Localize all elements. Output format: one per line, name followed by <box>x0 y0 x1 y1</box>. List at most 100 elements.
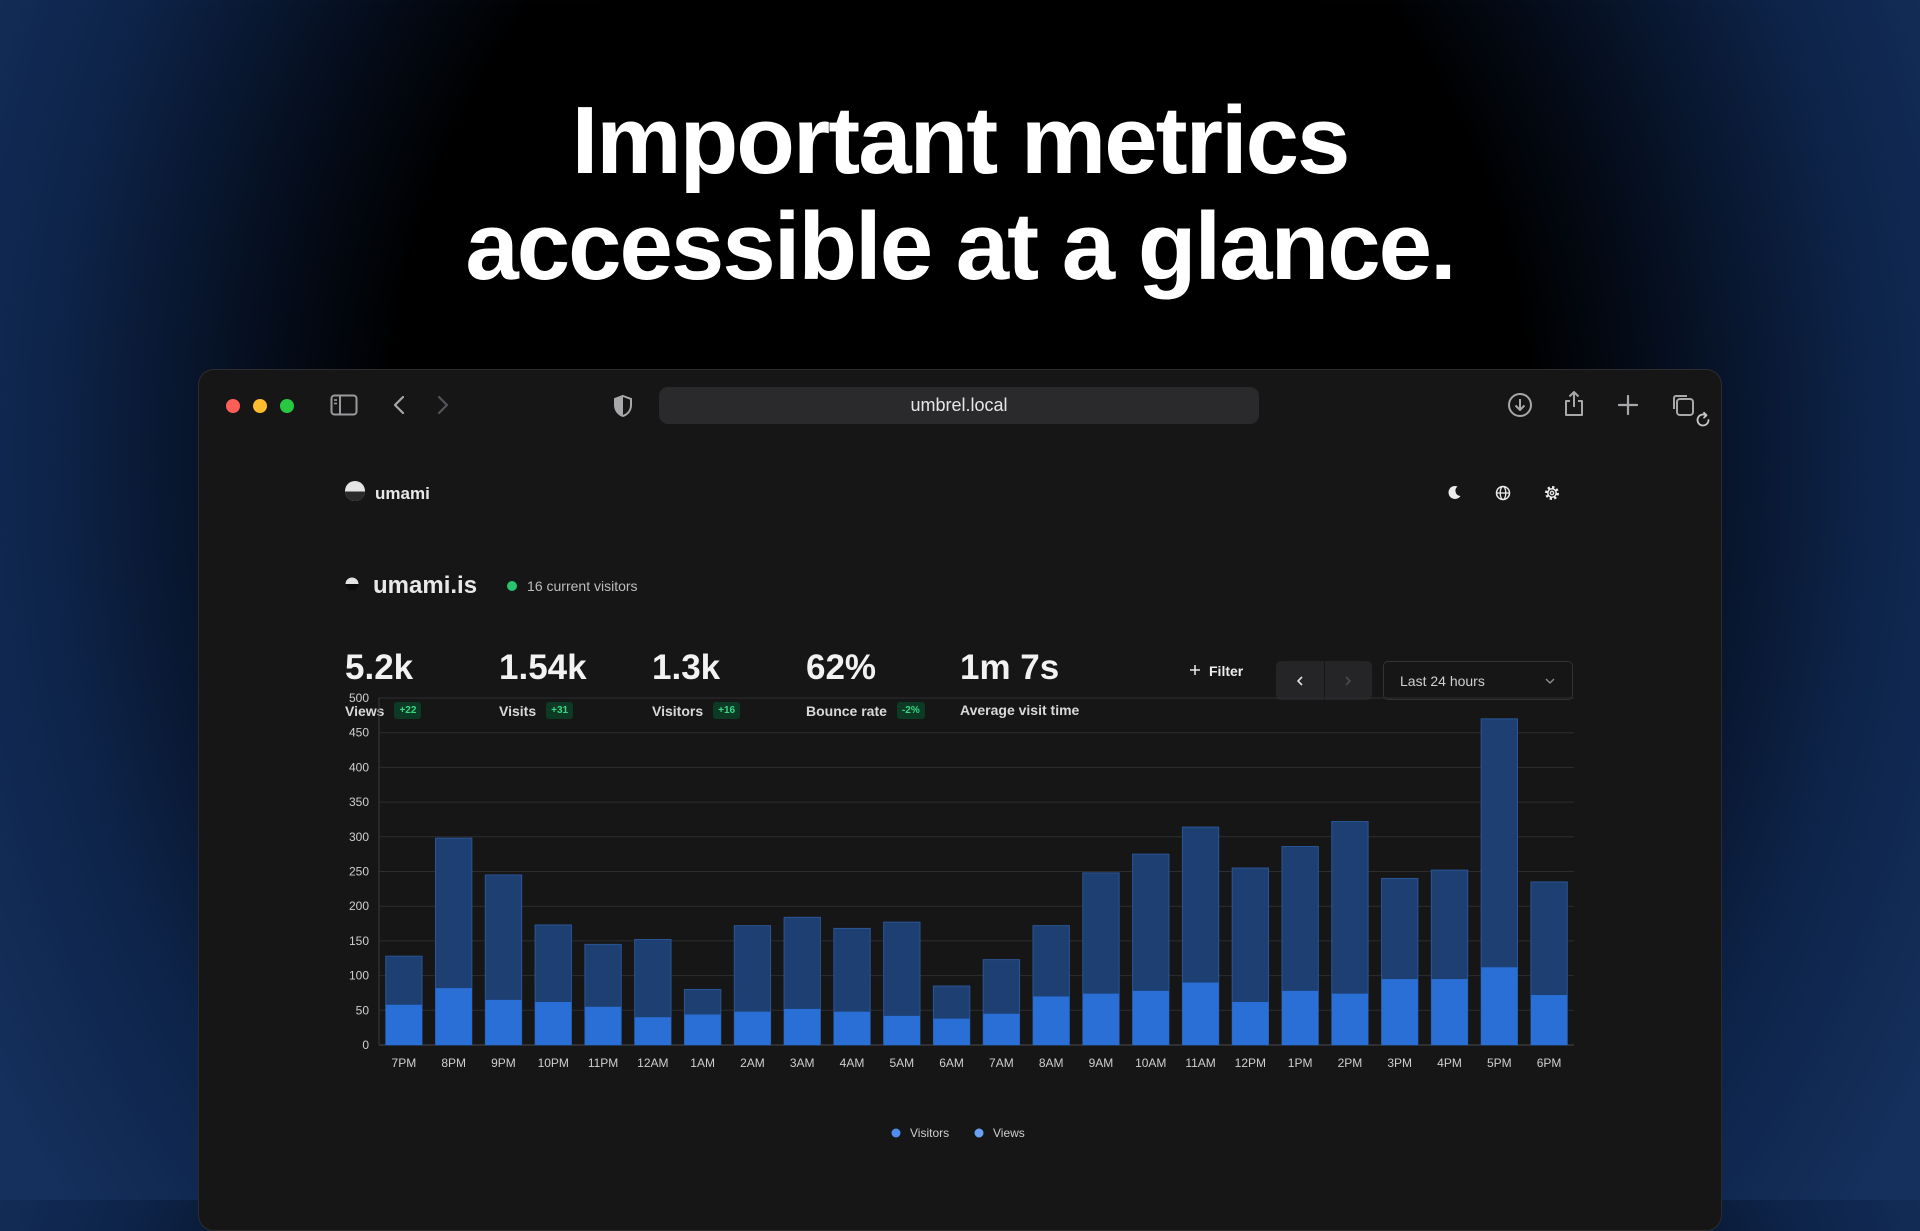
browser-toolbar: umbrel.local <box>199 370 1721 440</box>
metric-label: Views <box>345 702 385 719</box>
x-tick-label: 7AM <box>989 1056 1014 1070</box>
visitors-bar <box>1132 990 1169 1045</box>
forward-arrow-icon[interactable] <box>435 394 451 416</box>
moon-icon[interactable] <box>1445 484 1463 507</box>
brand[interactable]: umami <box>344 480 430 507</box>
live-indicator <box>507 581 518 591</box>
visitors-bar <box>435 988 472 1045</box>
analytics-app: umami umami.is 16 current visitors 5.2k … <box>199 440 1721 1230</box>
close-window-button[interactable] <box>226 399 240 413</box>
brand-name: umami <box>375 483 430 503</box>
url-bar[interactable]: umbrel.local <box>659 387 1710 427</box>
metric-value: 1.54k <box>499 648 587 687</box>
visitors-bar <box>1530 995 1568 1045</box>
y-tick-label: 0 <box>362 1038 369 1052</box>
y-tick-label: 500 <box>349 691 369 705</box>
x-tick-label: 5PM <box>1487 1056 1512 1070</box>
metric-label: Bounce rate <box>806 702 887 719</box>
metric-average-visit-time: 1m 7s Average visit time <box>960 648 1079 718</box>
x-tick-label: 10AM <box>1135 1056 1166 1070</box>
x-tick-label: 2AM <box>740 1056 765 1070</box>
x-tick-label: 7PM <box>392 1056 417 1070</box>
browser-window: umbrel.local umami <box>198 369 1722 1231</box>
minimize-window-button[interactable] <box>253 399 267 413</box>
globe-icon[interactable] <box>1494 484 1512 507</box>
y-tick-label: 150 <box>349 934 369 948</box>
x-tick-label: 10PM <box>538 1056 569 1070</box>
filter-button[interactable]: Filter <box>1189 663 1243 679</box>
metric-views: 5.2k Views +22 <box>345 648 422 719</box>
y-tick-label: 200 <box>349 899 369 913</box>
x-tick-label: 11PM <box>588 1056 618 1070</box>
reload-icon[interactable] <box>1694 411 1712 434</box>
x-tick-label: 11AM <box>1185 1056 1215 1070</box>
site-name[interactable]: umami.is <box>373 572 478 599</box>
headline-line-2: accessible at a glance. <box>465 193 1456 300</box>
legend-swatch <box>974 1128 984 1138</box>
previous-range-button[interactable] <box>1276 661 1324 700</box>
gear-icon[interactable] <box>1543 484 1561 507</box>
new-tab-icon[interactable] <box>1616 393 1640 417</box>
next-range-button[interactable] <box>1323 661 1373 700</box>
visitors-bar <box>485 999 522 1045</box>
x-tick-label: 6PM <box>1537 1056 1562 1070</box>
shield-icon[interactable] <box>613 394 633 418</box>
headline-line-1: Important metrics <box>571 87 1351 194</box>
metric-bounce-rate: 62% Bounce rate -2% <box>806 648 925 719</box>
legend-label: Visitors <box>910 1126 949 1140</box>
umami-logo-icon <box>344 480 366 507</box>
x-tick-label: 4AM <box>840 1056 865 1070</box>
sidebar-toggle-icon[interactable] <box>330 394 358 416</box>
x-tick-label: 9AM <box>1089 1056 1114 1070</box>
headline: Important metrics accessible at a glance… <box>0 88 1920 300</box>
metric-change-badge: +31 <box>546 702 574 719</box>
metric-value: 1m 7s <box>960 648 1060 687</box>
x-tick-label: 8PM <box>441 1056 466 1070</box>
visitors-bar <box>1232 1001 1269 1045</box>
pageviews-chart: 0 50 100 150 200 250 300 350 400 450 500 7PM 8PM 9PM… <box>349 691 1574 1140</box>
visitors-bar <box>1481 967 1518 1045</box>
metric-label: Average visit time <box>960 702 1080 718</box>
visitors-bar <box>784 1008 821 1045</box>
metric-visits: 1.54k Visits +31 <box>499 648 587 719</box>
visitors-bar <box>1331 993 1369 1045</box>
metric-value: 62% <box>806 648 877 687</box>
chevron-down-icon <box>1545 678 1555 684</box>
legend-label: Views <box>993 1126 1025 1140</box>
chevron-left-icon <box>1296 675 1303 686</box>
visitors-bar <box>1182 982 1219 1045</box>
current-visitors[interactable]: 16 current visitors <box>527 578 638 594</box>
visitors-bar <box>1381 979 1418 1045</box>
x-tick-label: 8AM <box>1039 1056 1064 1070</box>
visitors-bar <box>1431 979 1468 1045</box>
x-tick-label: 1PM <box>1288 1056 1313 1070</box>
y-tick-label: 250 <box>349 865 369 879</box>
share-icon[interactable] <box>1562 390 1586 418</box>
x-tick-label: 2PM <box>1338 1056 1363 1070</box>
x-tick-label: 3AM <box>790 1056 815 1070</box>
maximize-window-button[interactable] <box>280 399 294 413</box>
downloads-icon[interactable] <box>1507 392 1533 418</box>
x-tick-label: 3PM <box>1387 1056 1412 1070</box>
visitors-bar <box>734 1011 771 1045</box>
x-tick-label: 6AM <box>939 1056 964 1070</box>
metric-value: 1.3k <box>652 648 721 687</box>
metric-visitors: 1.3k Visitors +16 <box>652 648 741 719</box>
visitors-bar <box>584 1006 622 1045</box>
visitors-bar <box>385 1004 423 1045</box>
tab-overview-icon[interactable] <box>1670 392 1696 418</box>
metric-value: 5.2k <box>345 648 414 687</box>
y-tick-label: 300 <box>349 830 369 844</box>
metric-change-badge: -2% <box>896 702 925 719</box>
visitors-bar <box>1281 990 1319 1045</box>
date-range-select[interactable]: Last 24 hours <box>1383 661 1573 700</box>
back-arrow-icon[interactable] <box>391 394 407 416</box>
y-tick-label: 350 <box>349 795 369 809</box>
x-tick-label: 4PM <box>1437 1056 1462 1070</box>
metric-change-badge: +22 <box>394 702 422 719</box>
x-tick-label: 12PM <box>1235 1056 1266 1070</box>
y-tick-label: 450 <box>349 726 369 740</box>
x-tick-label: 1AM <box>690 1056 715 1070</box>
visitors-bar <box>983 1013 1020 1045</box>
y-tick-label: 50 <box>356 1003 370 1017</box>
